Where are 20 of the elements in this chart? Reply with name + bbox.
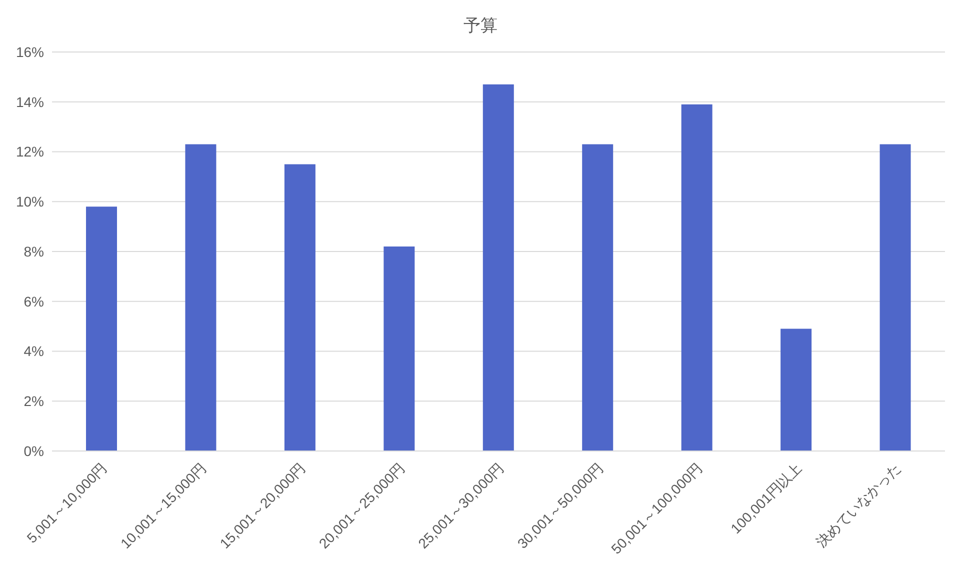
bar xyxy=(86,206,117,451)
bar xyxy=(780,328,812,451)
bar xyxy=(482,84,514,451)
bar xyxy=(681,104,712,451)
y-tick-label: 12% xyxy=(16,144,44,160)
y-tick-label: 0% xyxy=(24,442,44,459)
y-tick-label: 4% xyxy=(24,343,44,360)
y-tick-label: 16% xyxy=(16,44,44,60)
chart-title: 予算 xyxy=(462,15,498,37)
bar xyxy=(582,144,614,451)
x-tick-label: 決めていなかった xyxy=(813,460,904,550)
y-tick-label: 6% xyxy=(24,293,44,310)
bar xyxy=(384,246,415,451)
bar xyxy=(284,164,316,451)
bar xyxy=(185,144,216,451)
y-tick-label: 14% xyxy=(16,94,44,110)
bar xyxy=(880,144,911,451)
y-tick-label: 10% xyxy=(16,194,44,210)
y-tick-label: 8% xyxy=(24,243,44,260)
y-tick-label: 2% xyxy=(24,393,44,410)
